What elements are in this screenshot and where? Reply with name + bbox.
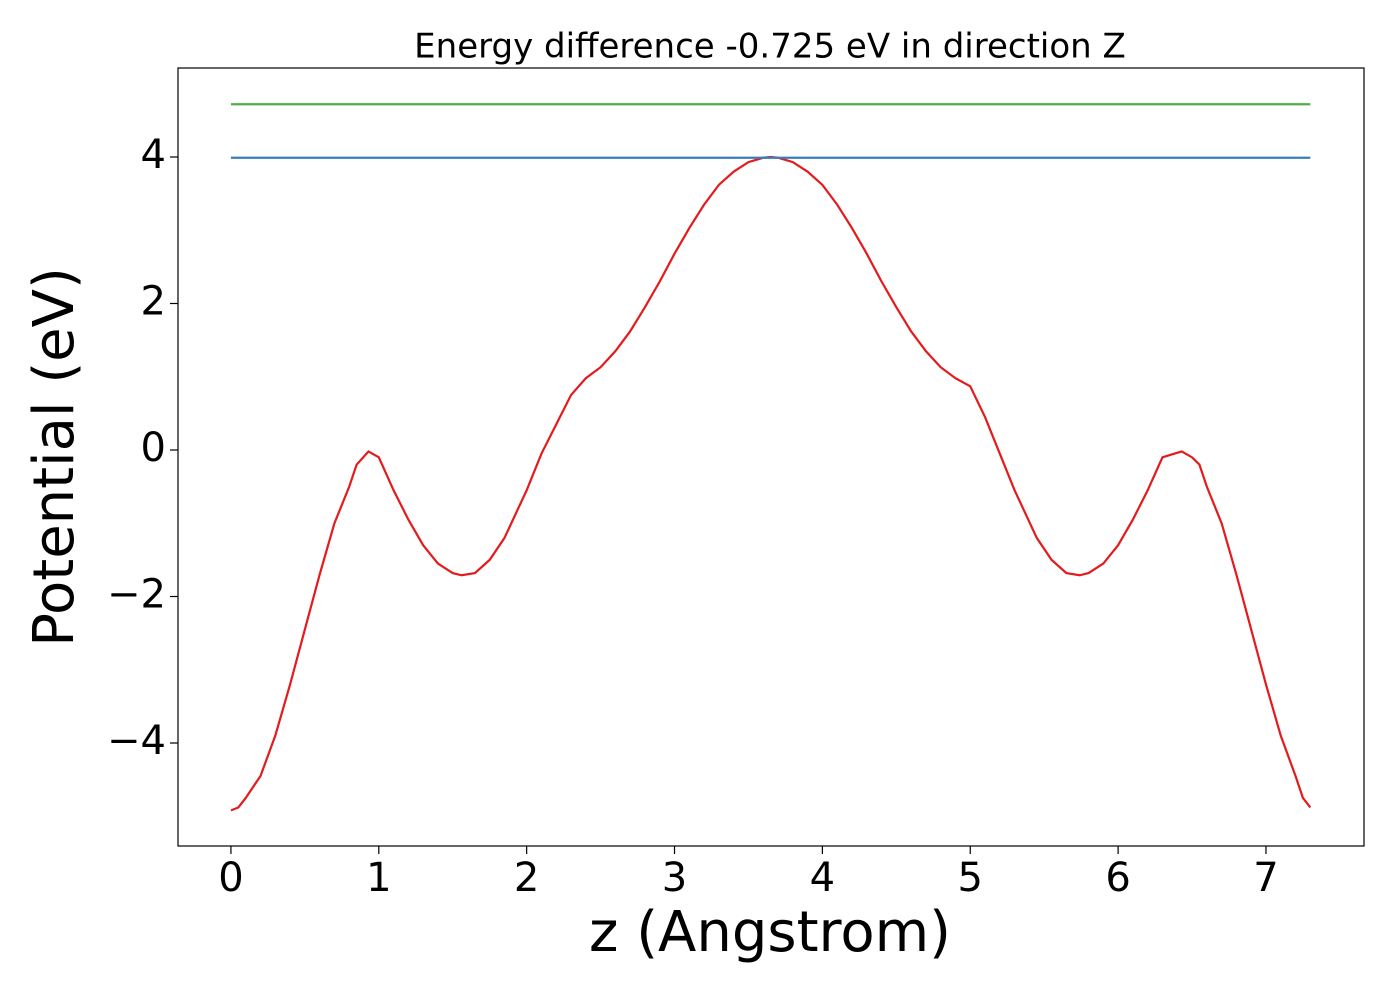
y-tick-label: −4 xyxy=(107,718,166,764)
x-tick-label: 5 xyxy=(958,855,983,901)
y-tick-label: 0 xyxy=(141,425,166,471)
x-tick-label: 2 xyxy=(514,855,539,901)
y-axis-label: Potential (eV) xyxy=(22,267,87,647)
x-axis-label: z (Angstrom) xyxy=(589,900,951,965)
plot-frame xyxy=(177,67,1365,847)
series-line xyxy=(230,155,1312,812)
y-tick-label: 2 xyxy=(141,279,166,325)
x-tick-label: 6 xyxy=(1105,855,1130,901)
y-tick-label: 4 xyxy=(141,132,166,178)
x-tick-label: 0 xyxy=(218,855,243,901)
chart-title: Energy difference -0.725 eV in direction… xyxy=(414,27,1126,67)
x-tick-label: 3 xyxy=(662,855,687,901)
y-tick-label: −2 xyxy=(107,572,166,618)
x-tick-label: 7 xyxy=(1253,855,1278,901)
x-tick-label: 4 xyxy=(810,855,835,901)
x-tick-label: 1 xyxy=(366,855,391,901)
